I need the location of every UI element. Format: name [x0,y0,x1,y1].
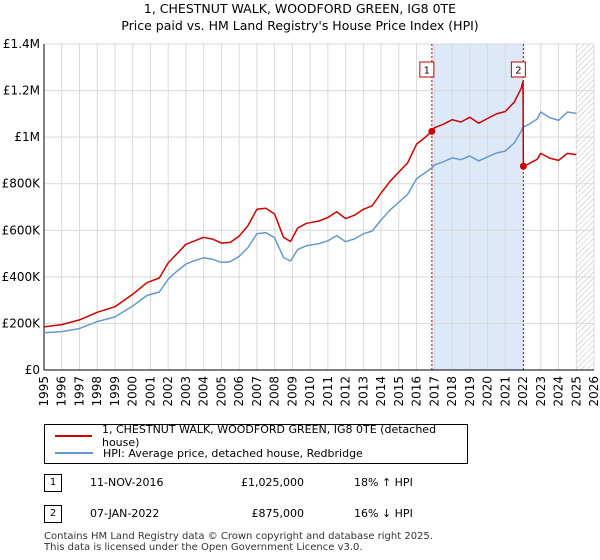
transaction-date: 11-NOV-2016 [90,476,164,489]
x-tick-label: 2021 [498,376,512,407]
x-tick-label: 2009 [285,376,299,407]
x-tick-label: 2008 [268,376,282,407]
transaction-hpi-change: 18% ↑ HPI [354,476,413,489]
transaction-row: 1 11-NOV-2016 £1,025,000 18% ↑ HPI [44,474,464,494]
legend: 1, CHESTNUT WALK, WOODFORD GREEN, IG8 0T… [44,423,468,464]
footer: Contains HM Land Registry data © Crown c… [44,531,433,553]
sale-label-text: 1 [424,66,430,77]
hpi-series-line [43,111,577,334]
x-tick-label: 2012 [339,376,353,407]
transaction-number-badge: 1 [44,474,62,492]
y-tick-label: £400K [2,270,42,284]
x-tick-label: 2013 [356,376,370,407]
legend-item-hpi: HPI: Average price, detached house, Redb… [45,445,363,461]
x-tick-label: 1998 [90,376,104,407]
x-tick-label: 2020 [481,376,495,407]
x-tick-label: 2006 [232,376,246,407]
x-tick-label: 2017 [427,376,441,407]
x-tick-label: 2005 [214,376,228,407]
x-tick-label: 1996 [55,376,69,407]
x-tick-label: 2004 [197,376,211,407]
y-tick-label: £0 [25,363,40,377]
sale-period-shade [431,44,524,370]
footer-licence: This data is licensed under the Open Gov… [44,542,363,553]
transaction-date: 07-JAN-2022 [90,507,160,520]
x-tick-label: 2022 [516,376,530,407]
x-tick-label: 2001 [143,376,157,407]
legend-swatch-property [55,435,92,437]
footer-copyright: Contains HM Land Registry data © Crown c… [44,531,433,542]
transaction-price: £1,025,000 [241,476,304,489]
x-tick-label: 2002 [161,376,175,407]
property-series-line [43,80,577,328]
sale-label-text: 2 [515,66,521,77]
legend-label-hpi: HPI: Average price, detached house, Redb… [103,446,363,460]
x-tick-label: 2011 [321,376,335,407]
x-tick-label: 2025 [569,376,583,407]
x-tick-label: 2007 [250,376,264,407]
x-tick-label: 2010 [303,376,317,407]
transaction-hpi-change: 16% ↓ HPI [354,507,413,520]
x-tick-label: 2003 [179,376,193,407]
sale-point [428,127,436,135]
transaction-row: 2 07-JAN-2022 £875,000 16% ↓ HPI [44,505,464,525]
x-tick-label: 2018 [445,376,459,407]
y-tick-label: £800K [2,177,42,191]
price-chart: £0 £200K £400K £600K £800K £1M £1.2M £1.4M 1995 1… [2,37,600,407]
y-tick-label: £200K [2,316,42,330]
x-tick-label: 2019 [463,376,477,407]
x-tick-label: 2026 [587,376,600,407]
sale-point [519,162,527,170]
legend-item-property: 1, CHESTNUT WALK, WOODFORD GREEN, IG8 0T… [45,423,467,449]
x-tick-label: 2016 [410,376,424,407]
sale-label-box [419,61,435,78]
x-tick-label: 2000 [126,376,140,407]
legend-swatch-hpi [55,452,93,454]
x-tick-label: 2015 [392,376,406,407]
y-tick-label: £1.4M [3,37,40,51]
sale-label-box [510,61,526,78]
y-tick-label: £1M [14,130,40,144]
x-tick-label: 1995 [37,376,51,407]
x-tick-label: 2014 [374,376,388,407]
chart-title: 1, CHESTNUT WALK, WOODFORD GREEN, IG8 0T… [0,0,600,34]
legend-label-property: 1, CHESTNUT WALK, WOODFORD GREEN, IG8 0T… [101,423,437,449]
title-line-1: 1, CHESTNUT WALK, WOODFORD GREEN, IG8 0T… [143,1,457,16]
transaction-number-badge: 2 [44,505,62,523]
y-tick-label: £600K [2,223,42,237]
x-tick-label: 1997 [72,376,86,407]
x-tick-label: 2023 [534,376,548,407]
x-tick-label: 1999 [108,376,122,407]
future-hatch [576,44,594,370]
y-tick-label: £1.2M [3,84,40,98]
transaction-price: £875,000 [251,507,305,520]
x-tick-label: 2024 [552,376,566,407]
title-line-2: Price paid vs. HM Land Registry's House … [121,18,479,33]
